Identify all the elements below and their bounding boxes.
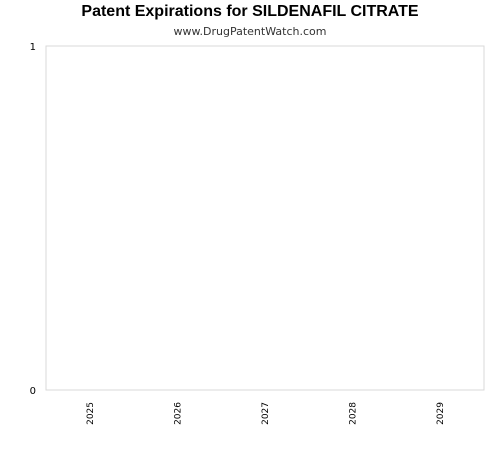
x-tick-label: 2025 xyxy=(86,402,96,425)
x-tick-label: 2029 xyxy=(436,402,446,425)
y-axis: 01 xyxy=(30,42,36,397)
x-tick-label: 2027 xyxy=(261,402,271,425)
x-axis: 2025 2026 2027 2028 2029 xyxy=(86,402,446,425)
x-tick-label: 2026 xyxy=(173,402,183,425)
chart-title: Patent Expirations for SILDENAFIL CITRAT… xyxy=(81,3,419,20)
y-tick-label: 1 xyxy=(30,42,36,53)
chart-subtitle: www.DrugPatentWatch.com xyxy=(173,25,327,38)
plot-frame xyxy=(45,45,485,391)
x-tick-label: 2028 xyxy=(349,402,359,425)
y-tick-label: 0 xyxy=(30,386,36,397)
